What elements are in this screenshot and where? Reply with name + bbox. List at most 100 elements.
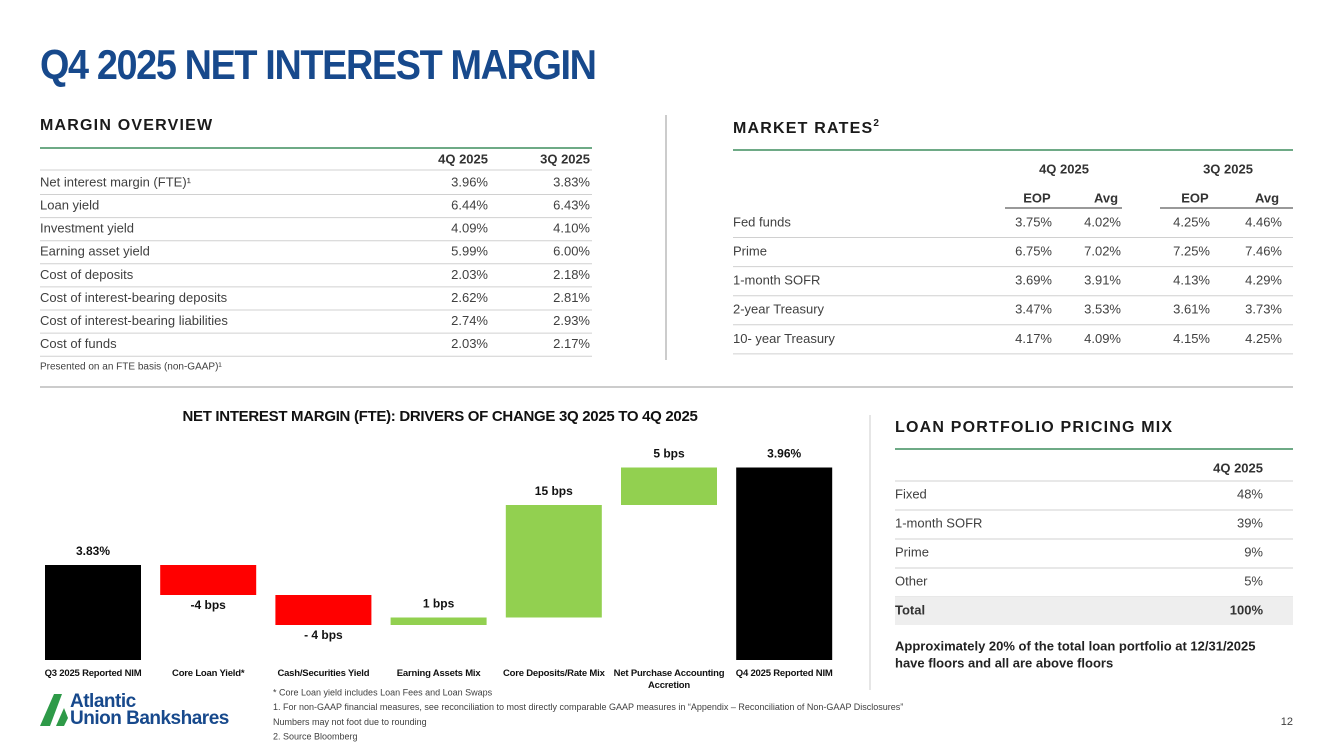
cell: 4.10% [553, 221, 590, 236]
group-header: 4Q 2025 [1039, 161, 1089, 176]
logo [40, 694, 68, 726]
cell: 5.99% [451, 244, 488, 259]
row-label: Cost of interest-bearing liabilities [40, 313, 228, 328]
row-label: Total [895, 602, 925, 617]
cell: 4.29% [1245, 273, 1282, 288]
logo-mark [56, 708, 68, 726]
bar [621, 467, 717, 505]
data-label: 3.83% [76, 544, 110, 558]
cell: 3.53% [1084, 302, 1121, 317]
column-header: Avg [1255, 190, 1279, 205]
data-label: 3.96% [767, 447, 801, 461]
cell: 4.25% [1173, 214, 1210, 229]
row-label: 1-month SOFR [895, 515, 982, 530]
cell: 4.09% [451, 221, 488, 236]
cell: 6.00% [553, 244, 590, 259]
row-label: Other [895, 573, 928, 588]
cell: 3.47% [1015, 302, 1052, 317]
chart-title: NET INTEREST MARGIN (FTE): DRIVERS OF CH… [182, 408, 697, 425]
cell: 6.75% [1015, 244, 1052, 259]
category-wrap: Core Deposits/Rate Mix [502, 668, 605, 679]
cell: 4.17% [1015, 331, 1052, 346]
x-tick-label: Q3 2025 Reported NIM [44, 668, 142, 679]
column-header: EOP [1023, 190, 1051, 205]
data-label: - 4 bps [304, 628, 343, 642]
section-title: MARGIN OVERVIEW [40, 117, 213, 134]
group-header: 3Q 2025 [1203, 161, 1253, 176]
cell: 7.02% [1084, 244, 1121, 259]
column-header: 4Q 2025 [438, 151, 488, 166]
cell: 4.02% [1084, 214, 1121, 229]
cell: 2.17% [553, 336, 590, 351]
section-title: LOAN PORTFOLIO PRICING MIX [895, 419, 1173, 436]
row-label: Prime [733, 244, 767, 259]
footnote: Numbers may not foot due to rounding [273, 717, 427, 727]
x-tick-label: Net Purchase Accounting Accretion [613, 668, 725, 691]
data-label: 5 bps [653, 447, 685, 461]
row-label: 1-month SOFR [733, 273, 820, 288]
logo-text: Atlantic [70, 691, 137, 712]
row-label: Prime [895, 544, 929, 559]
footnote: * Core Loan yield includes Loan Fees and… [273, 687, 493, 697]
footnote: 2. Source Bloomberg [273, 731, 358, 741]
cell: 3.73% [1245, 302, 1282, 317]
note: have floors and all are above floors [895, 655, 1113, 670]
cell: 39% [1237, 515, 1263, 530]
data-label: -4 bps [191, 598, 227, 612]
category-wrap: Q3 2025 Reported NIM [44, 668, 142, 679]
cell: 48% [1237, 486, 1263, 501]
cell: 3.69% [1015, 273, 1052, 288]
cell: 6.43% [553, 198, 590, 213]
cell: 3.83% [553, 174, 590, 189]
cell: 4.25% [1245, 331, 1282, 346]
cell: 2.03% [451, 336, 488, 351]
row-label: Fed funds [733, 214, 791, 229]
logo-text: Union Bankshares [70, 708, 229, 729]
cell: 4.15% [1173, 331, 1210, 346]
x-tick-label: Core Deposits/Rate Mix [502, 668, 605, 679]
data-label: 1 bps [423, 597, 455, 611]
page-number: 12 [1281, 716, 1293, 728]
category-wrap: Net Purchase Accounting Accretion [613, 668, 725, 691]
cell: 3.91% [1084, 273, 1121, 288]
cell: 4.13% [1173, 273, 1210, 288]
cell: 2.93% [553, 313, 590, 328]
category-wrap: Earning Assets Mix [396, 668, 481, 679]
cell: 3.96% [451, 174, 488, 189]
row-label: Cost of interest-bearing deposits [40, 290, 228, 305]
row-label: Loan yield [40, 198, 99, 213]
row-label: Net interest margin (FTE)¹ [40, 174, 192, 189]
cell: 2.03% [451, 267, 488, 282]
cell: 6.44% [451, 198, 488, 213]
row-label: Fixed [895, 486, 927, 501]
total-row [895, 597, 1293, 625]
cell: 2.74% [451, 313, 488, 328]
cell: 2.18% [553, 267, 590, 282]
bar [275, 595, 372, 625]
cell: 2.81% [553, 290, 590, 305]
category-wrap: Cash/Securities Yield [277, 668, 370, 679]
slide-title: Q4 2025 NET INTEREST MARGIN [40, 42, 596, 88]
cell: 3.61% [1173, 302, 1210, 317]
row-label: 2-year Treasury [733, 302, 825, 317]
x-tick-label: Core Loan Yield* [172, 668, 245, 679]
cell: 7.46% [1245, 244, 1282, 259]
footnote: 1. For non-GAAP financial measures, see … [273, 702, 903, 712]
logo-mark [40, 694, 62, 726]
cell: 2.62% [451, 290, 488, 305]
section-title: MARKET RATES2 [733, 118, 880, 138]
x-tick-label: Cash/Securities Yield [277, 668, 370, 679]
cell: 100% [1230, 602, 1264, 617]
cell: 3.75% [1015, 214, 1052, 229]
note: Presented on an FTE basis (non-GAAP)¹ [40, 362, 222, 373]
cell: 5% [1244, 573, 1263, 588]
row-label: Cost of funds [40, 336, 117, 351]
column-header: Avg [1094, 190, 1118, 205]
x-tick-label: Earning Assets Mix [396, 668, 481, 679]
column-header: 4Q 2025 [1213, 460, 1263, 475]
data-label: 15 bps [535, 484, 573, 498]
row-label: Earning asset yield [40, 244, 150, 259]
bar [505, 505, 602, 618]
